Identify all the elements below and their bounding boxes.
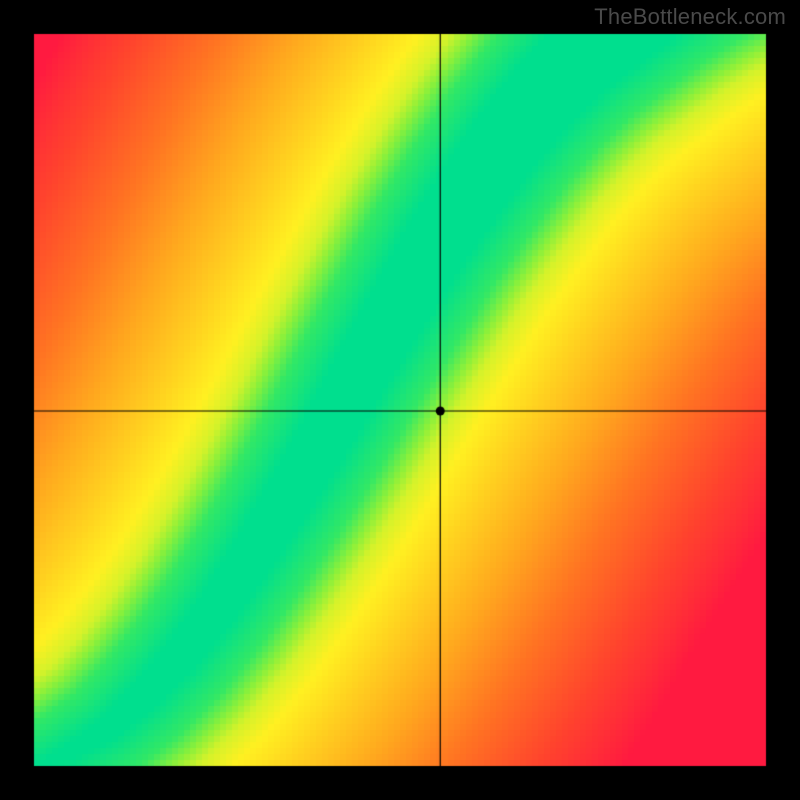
- chart-container: TheBottleneck.com: [0, 0, 800, 800]
- watermark-label: TheBottleneck.com: [594, 4, 786, 30]
- heatmap-canvas: [0, 0, 800, 800]
